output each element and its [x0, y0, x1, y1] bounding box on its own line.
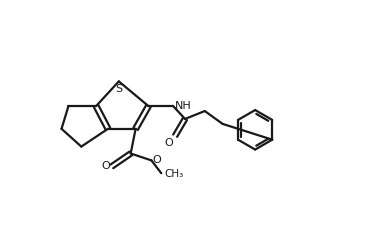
Text: O: O: [153, 155, 161, 165]
Text: O: O: [101, 161, 110, 171]
Text: CH₃: CH₃: [164, 168, 183, 178]
Text: NH: NH: [175, 101, 192, 111]
Text: S: S: [115, 84, 122, 94]
Text: O: O: [164, 137, 173, 147]
